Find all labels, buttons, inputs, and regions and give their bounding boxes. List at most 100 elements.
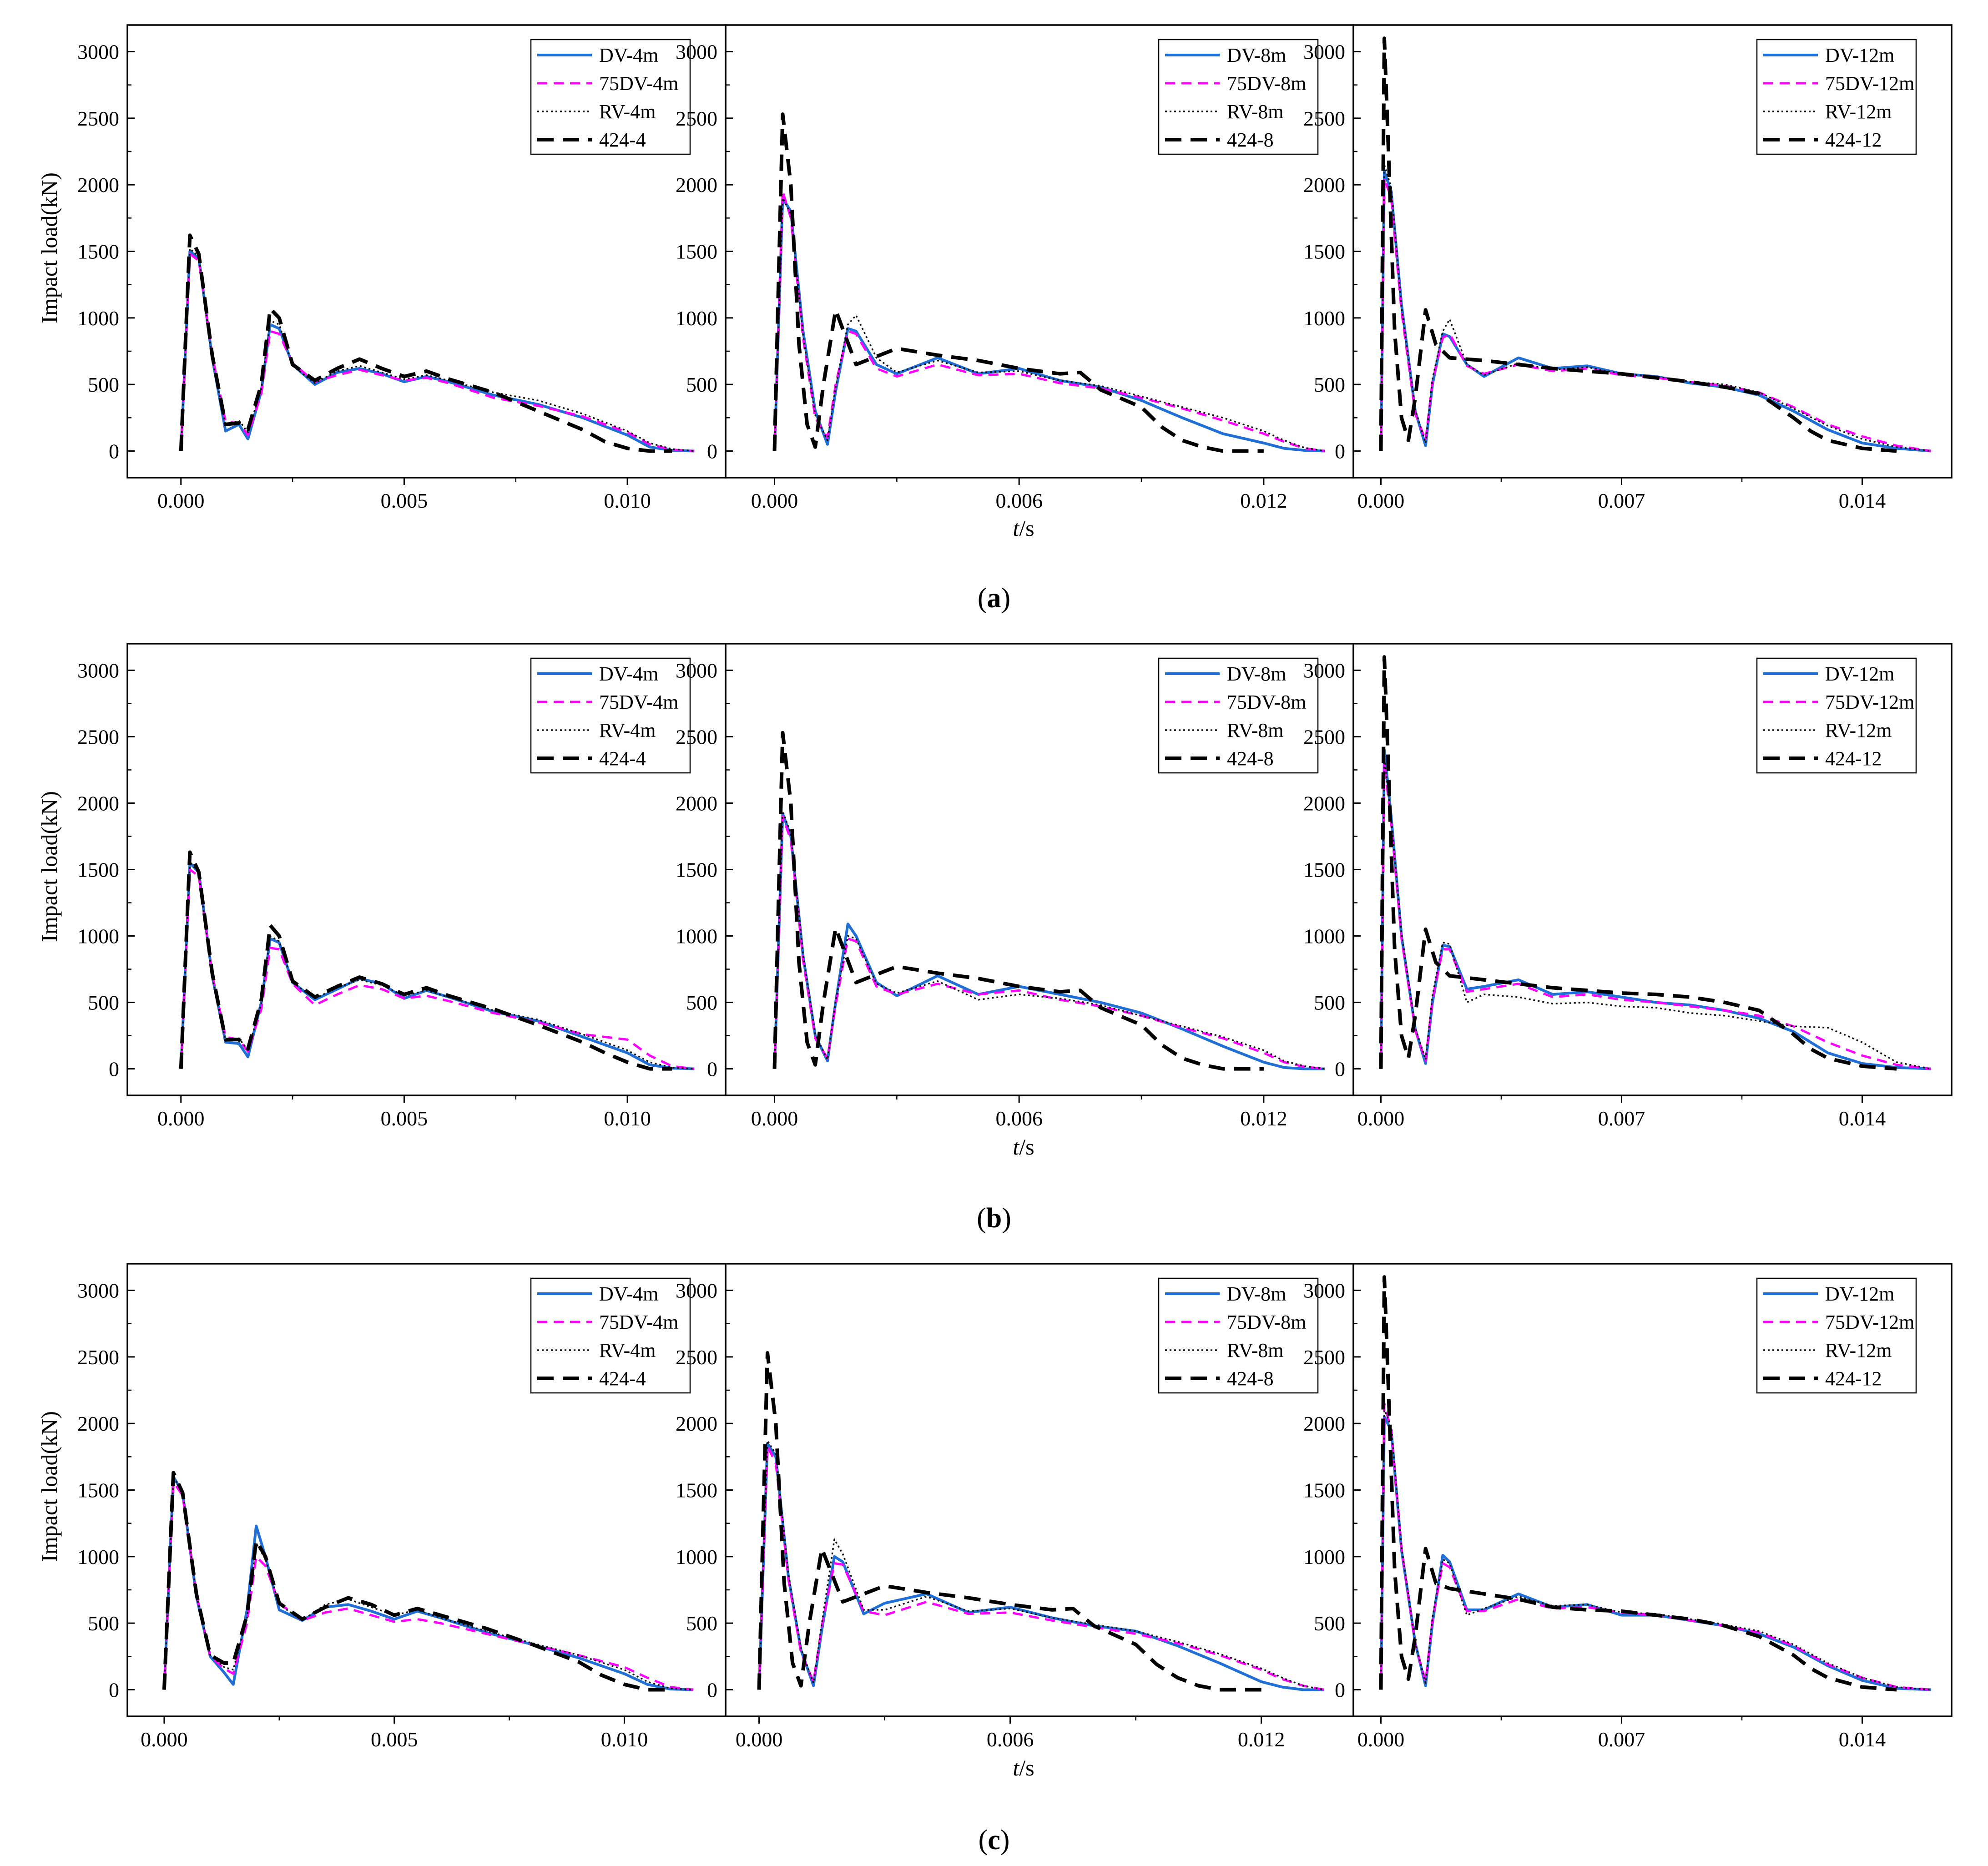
panel-a-2-legend: DV-8m 75DV-8m RV-8m 424-8 — [1158, 39, 1319, 155]
y-tick-label: 2000 — [676, 792, 717, 815]
legend-label: DV-8m — [1227, 44, 1286, 66]
series-line-75DV-12m — [1380, 762, 1931, 1070]
y-tick-label: 2500 — [676, 725, 717, 748]
series-line-75DV-8m — [773, 190, 1325, 452]
y-tick-label: 0 — [1335, 1058, 1345, 1081]
panel-c-2-series — [757, 1351, 1325, 1692]
series-line-RV-8m — [773, 197, 1325, 452]
y-tick-label: 2500 — [676, 107, 717, 130]
y-tick-label: 2000 — [676, 1412, 717, 1435]
x-axis-title-var: t — [1013, 515, 1019, 541]
panel-a-1-series — [179, 233, 695, 453]
panel-b-2-series — [772, 731, 1325, 1071]
x-tick-label: 0.000 — [1357, 1107, 1405, 1130]
y-tick-label: 500 — [1314, 991, 1345, 1014]
series-line-424-4 — [179, 233, 672, 453]
legend-label: RV-12m — [1825, 719, 1892, 741]
legend-label: DV-12m — [1825, 44, 1894, 66]
legend-label: RV-4m — [599, 1339, 656, 1362]
y-tick-label: 1500 — [77, 240, 119, 263]
legend-box — [1158, 39, 1319, 155]
panel-c-3-legend: DV-12m 75DV-12m RV-12m 424-12 — [1756, 1277, 1917, 1394]
legend-label: RV-4m — [599, 719, 656, 741]
x-tick-label: 0.000 — [736, 1728, 783, 1751]
legend-label: DV-4m — [599, 663, 658, 685]
x-tick-label: 0.000 — [751, 1107, 798, 1130]
series-line-75DV-4m — [180, 252, 695, 452]
legend-label: 75DV-8m — [1227, 691, 1306, 713]
legend-label: 424-8 — [1227, 747, 1274, 770]
legend-label: RV-8m — [1227, 1339, 1283, 1362]
legend-box — [1756, 657, 1917, 774]
series-line-75DV-8m — [773, 815, 1325, 1070]
y-axis-title-row-b: Impact load(kN) — [36, 791, 62, 942]
y-tick-label: 1500 — [676, 858, 717, 882]
legend-label: 75DV-4m — [599, 691, 678, 713]
x-tick-label: 0.000 — [157, 1107, 205, 1130]
y-tick-label: 500 — [686, 373, 717, 396]
legend-label: RV-12m — [1825, 1339, 1892, 1362]
y-tick-label: 3000 — [676, 1279, 717, 1302]
y-tick-label: 1000 — [676, 1545, 717, 1568]
panel-a-1: 0 500 1000 1500 2000 2500 3000 0.000 0.005 0.010 D… — [77, 24, 727, 512]
y-tick-label: 1000 — [77, 1545, 119, 1568]
y-axis-title-row-c: Impact load(kN) — [36, 1411, 62, 1562]
series-line-424-4 — [162, 1471, 671, 1692]
legend-label: DV-4m — [599, 1283, 658, 1305]
panel-c-3-series — [1379, 1275, 1931, 1692]
legend-label: 424-12 — [1825, 129, 1882, 151]
y-tick-label: 1500 — [1303, 240, 1345, 263]
row-caption-a: (a) — [978, 583, 1010, 614]
y-tick-label: 1000 — [77, 925, 119, 948]
legend-label: 424-12 — [1825, 1367, 1882, 1390]
legend-label: DV-12m — [1825, 663, 1894, 685]
series-line-424-8 — [772, 112, 1264, 453]
series-line-75DV-8m — [758, 1445, 1325, 1691]
legend-box — [1158, 1277, 1319, 1394]
x-tick-label: 0.006 — [995, 489, 1043, 512]
panel-b-3-legend: DV-12m 75DV-12m RV-12m 424-12 — [1756, 657, 1917, 774]
y-tick-label: 500 — [88, 373, 119, 396]
x-axis-title-var: t — [1013, 1755, 1019, 1780]
y-tick-label: 1000 — [1303, 925, 1345, 948]
y-tick-label: 2500 — [1303, 107, 1345, 130]
y-tick-label: 0 — [1335, 439, 1345, 463]
legend-label: RV-8m — [1227, 101, 1283, 123]
series-line-DV-4m — [179, 861, 695, 1070]
x-tick-label: 0.005 — [381, 1107, 428, 1130]
y-tick-label: 0 — [1335, 1678, 1345, 1701]
y-tick-label: 0 — [707, 1678, 717, 1701]
x-tick-label: 0.010 — [601, 1728, 648, 1751]
panel-b-3-frame — [1352, 643, 1953, 1096]
y-tick-label: 3000 — [77, 1279, 119, 1302]
row-caption-b: (b) — [977, 1203, 1011, 1234]
panel-a-1-legend: DV-4m 75DV-4m RV-4m 424-4 — [530, 39, 691, 155]
series-line-DV-12m — [1379, 170, 1931, 453]
series-line-424-8 — [772, 731, 1264, 1071]
legend-label: 424-4 — [599, 1367, 646, 1390]
y-tick-label: 3000 — [1303, 1279, 1345, 1302]
y-axis-title-row-a: Impact load(kN) — [36, 172, 62, 323]
x-tick-label: 0.000 — [751, 489, 798, 512]
y-tick-label: 3000 — [1303, 659, 1345, 682]
x-tick-label: 0.014 — [1839, 1728, 1886, 1751]
y-tick-label: 2500 — [77, 1346, 119, 1369]
series-line-424-12 — [1379, 1275, 1897, 1692]
row-caption-c: (c) — [979, 1825, 1010, 1856]
x-tick-label: 0.010 — [604, 489, 651, 512]
y-tick-label: 3000 — [1303, 40, 1345, 64]
panel-c-1-series — [162, 1471, 694, 1692]
y-tick-label: 1500 — [77, 1479, 119, 1502]
x-axis-title-unit: /s — [1019, 1134, 1034, 1160]
panel-c-2: 0 500 1000 1500 2000 2500 3000 0.000 0.006 0.012 D… — [676, 1263, 1354, 1751]
row-caption-letter: c — [988, 1825, 1000, 1856]
x-tick-label: 0.000 — [1357, 489, 1405, 512]
y-tick-label: 0 — [109, 439, 119, 463]
x-tick-label: 0.006 — [995, 1107, 1043, 1130]
legend-label: 75DV-12m — [1825, 691, 1914, 713]
panel-a-3: 0 500 1000 1500 2000 2500 3000 0.000 0.007 0.014 D… — [1303, 24, 1953, 512]
x-axis-title-row-a: t/s — [1013, 515, 1034, 541]
x-axis-title-unit: /s — [1019, 1755, 1034, 1780]
y-tick-label: 0 — [707, 439, 717, 463]
